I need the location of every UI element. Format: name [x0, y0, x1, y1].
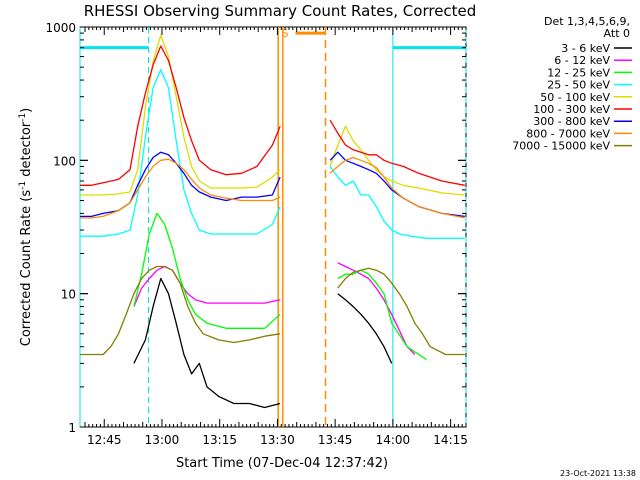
series-lines — [80, 34, 465, 409]
y-axis-label-part-0: Corrected Count Rate (s — [19, 190, 34, 347]
legend-label-3: 25 - 50 keV — [547, 79, 610, 92]
legend-label-5: 100 - 300 keV — [533, 103, 610, 116]
series-line-4-0 — [80, 34, 281, 196]
y-tick-label-1: 10 — [61, 288, 76, 302]
series-line-2-0 — [133, 212, 281, 329]
y-axis-label: Corrected Count Rate (s-1 detector-1) — [18, 108, 34, 346]
x-axis-label: Start Time (07-Dec-04 12:37:42) — [176, 456, 388, 471]
series-line-8-1 — [337, 267, 465, 356]
saa-label: S — [282, 27, 289, 40]
x-tick-label-5: 14:00 — [376, 433, 411, 447]
y-axis-label-part-3: -1 — [18, 113, 28, 122]
series-line-0-0 — [133, 277, 281, 409]
x-axis: 12:45 13:00 13:15 13:30 13:45 14:00 14:15 — [84, 27, 468, 447]
y-axis-label-part-1: -1 — [18, 181, 28, 190]
series-line-8-0 — [80, 265, 281, 356]
series-line-0-1 — [337, 293, 393, 364]
legend-label-6: 300 - 800 keV — [533, 115, 610, 128]
series-line-3-0 — [80, 68, 281, 237]
series-line-1-0 — [133, 265, 281, 307]
y-tick-label-3: 1000 — [45, 21, 76, 35]
legend-label-0: 3 - 6 keV — [561, 42, 610, 55]
series-line-5-0 — [80, 45, 281, 186]
series-line-4-1 — [329, 125, 465, 196]
markers: S — [79, 27, 467, 427]
series-line-1-1 — [337, 262, 416, 355]
series-line-7-0 — [80, 158, 281, 219]
y-axis-label-part-2: detector — [19, 121, 34, 181]
y-tick-label-0: 1 — [68, 421, 76, 435]
chart-title: RHESSI Observing Summary Count Rates, Co… — [84, 2, 477, 20]
series-line-6-1 — [329, 151, 465, 218]
y-axis-label-part-4: ) — [19, 108, 34, 113]
legend-header-0: Det 1,3,4,5,6,9, — [544, 15, 630, 28]
series-line-2-1 — [337, 269, 427, 361]
y-axis: 1 10 100 1000 — [45, 21, 466, 435]
plot-frame — [79, 26, 467, 428]
legend-label-2: 12 - 25 keV — [547, 66, 610, 79]
x-tick-label-3: 13:30 — [260, 433, 295, 447]
x-tick-label-2: 13:15 — [202, 433, 237, 447]
x-tick-label-0: 12:45 — [87, 433, 122, 447]
legend-header-1: Att 0 — [604, 27, 630, 40]
legend-label-8: 7000 - 15000 keV — [512, 140, 610, 153]
x-tick-label-6: 14:15 — [433, 433, 468, 447]
x-tick-label-1: 13:00 — [145, 433, 180, 447]
series-line-5-1 — [329, 119, 465, 186]
legend-label-7: 800 - 7000 keV — [526, 127, 610, 140]
x-tick-label-4: 13:45 — [318, 433, 353, 447]
legend-label-4: 50 - 100 keV — [540, 91, 610, 104]
legend-label-1: 6 - 12 keV — [554, 54, 610, 67]
footer-date: 23-Oct-2021 13:38 — [560, 469, 636, 478]
series-line-7-1 — [329, 156, 465, 219]
y-tick-label-2: 100 — [53, 154, 76, 168]
series-line-3-1 — [329, 166, 465, 239]
